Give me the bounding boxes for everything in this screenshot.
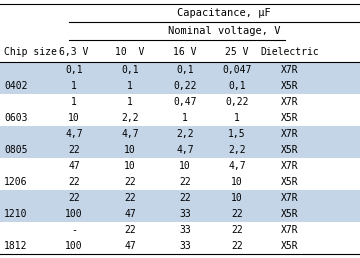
Text: X7R: X7R [281,129,299,139]
Text: 6,3 V: 6,3 V [59,47,89,57]
Text: 2,2: 2,2 [176,129,194,139]
Text: 22: 22 [68,177,80,187]
Bar [0,62,360,78]
Text: 2,2: 2,2 [121,113,139,123]
Text: 22: 22 [179,177,191,187]
Text: 33: 33 [179,209,191,219]
Text: 0603: 0603 [4,113,27,123]
Text: 10: 10 [124,145,136,155]
Text: 2,2: 2,2 [228,145,246,155]
Text: 1210: 1210 [4,209,27,219]
Text: 4,7: 4,7 [121,129,139,139]
Bar [0,78,360,94]
Text: 22: 22 [124,193,136,203]
Text: 100: 100 [65,209,83,219]
Text: 22: 22 [68,193,80,203]
Text: 0,1: 0,1 [176,65,194,75]
Bar [0,126,360,142]
Text: X7R: X7R [281,225,299,235]
Text: 10: 10 [231,177,243,187]
Text: X5R: X5R [281,81,299,91]
Text: X5R: X5R [281,145,299,155]
Text: 10  V: 10 V [115,47,145,57]
Text: 10: 10 [231,193,243,203]
Text: 22: 22 [231,225,243,235]
Text: 33: 33 [179,225,191,235]
Bar [0,190,360,206]
Text: 22: 22 [179,193,191,203]
Text: Dielectric: Dielectric [261,47,319,57]
Text: 33: 33 [179,241,191,251]
Text: 47: 47 [124,209,136,219]
Text: X7R: X7R [281,97,299,107]
Text: 100: 100 [65,241,83,251]
Text: Nominal voltage, V: Nominal voltage, V [168,26,280,36]
Text: 1: 1 [182,113,188,123]
Text: X5R: X5R [281,177,299,187]
Text: 4,7: 4,7 [228,161,246,171]
Text: X7R: X7R [281,65,299,75]
Text: 0,1: 0,1 [121,65,139,75]
Text: 10: 10 [179,161,191,171]
Text: 0402: 0402 [4,81,27,91]
Text: 10: 10 [124,161,136,171]
Text: 22: 22 [231,241,243,251]
Text: 22: 22 [231,209,243,219]
Text: 47: 47 [68,161,80,171]
Text: 0,47: 0,47 [173,97,197,107]
Text: 1: 1 [127,81,133,91]
Text: 0,1: 0,1 [65,65,83,75]
Bar [0,142,360,158]
Text: 1: 1 [127,97,133,107]
Text: X7R: X7R [281,193,299,203]
Text: X5R: X5R [281,113,299,123]
Text: Chip size: Chip size [4,47,57,57]
Text: Capacitance, μF: Capacitance, μF [177,8,271,18]
Text: 4,7: 4,7 [176,145,194,155]
Text: 1: 1 [71,97,77,107]
Text: 0,22: 0,22 [225,97,249,107]
Text: 4,7: 4,7 [65,129,83,139]
Text: 1: 1 [71,81,77,91]
Text: 1,5: 1,5 [228,129,246,139]
Text: 1206: 1206 [4,177,27,187]
Text: 22: 22 [124,225,136,235]
Text: 10: 10 [68,113,80,123]
Text: X7R: X7R [281,161,299,171]
Text: 22: 22 [124,177,136,187]
Text: 0,22: 0,22 [173,81,197,91]
Text: 22: 22 [68,145,80,155]
Text: X5R: X5R [281,241,299,251]
Text: 0,1: 0,1 [228,81,246,91]
Text: -: - [71,225,77,235]
Text: 0,047: 0,047 [222,65,252,75]
Bar [0,206,360,222]
Text: 0805: 0805 [4,145,27,155]
Text: 1812: 1812 [4,241,27,251]
Text: 47: 47 [124,241,136,251]
Text: 25 V: 25 V [225,47,249,57]
Text: 16 V: 16 V [173,47,197,57]
Text: X5R: X5R [281,209,299,219]
Text: 1: 1 [234,113,240,123]
